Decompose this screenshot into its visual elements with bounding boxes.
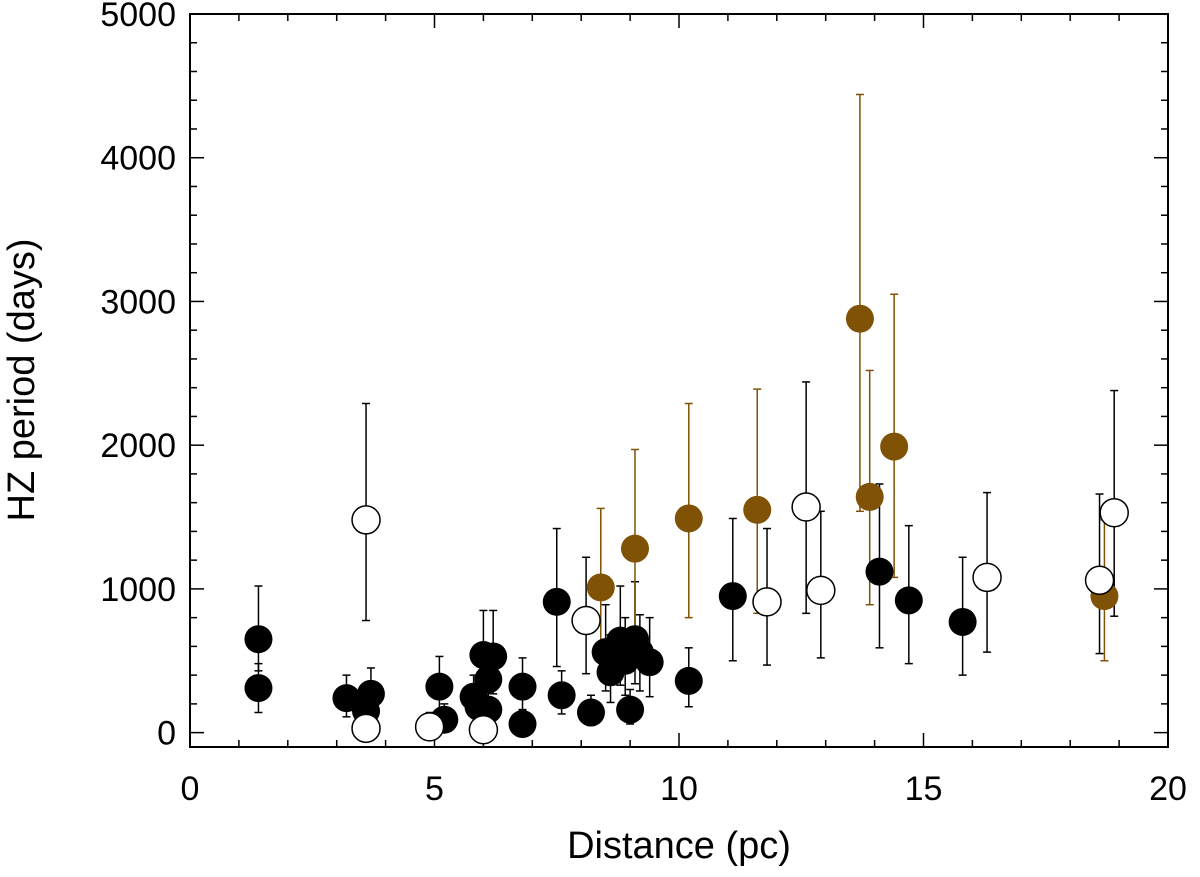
open-circle-point xyxy=(351,713,381,744)
black-point xyxy=(356,679,385,708)
black-point xyxy=(576,698,605,727)
open-circle-point xyxy=(752,587,782,617)
open-circle-point xyxy=(791,492,821,522)
y-tick-label: 4000 xyxy=(100,140,176,178)
brown-point xyxy=(586,573,615,602)
y-tick-labels: 0 1000 2000 3000 4000 5000 xyxy=(100,0,176,753)
black-point xyxy=(425,672,454,701)
y-tick-label: 3000 xyxy=(100,283,176,321)
black-point xyxy=(894,586,923,615)
black-point xyxy=(718,582,747,611)
brown-point xyxy=(845,304,874,333)
black-point xyxy=(508,672,537,701)
black-point xyxy=(948,607,977,636)
y-tick-label: 1000 xyxy=(100,571,176,609)
black-point xyxy=(635,648,664,677)
y-tick-label: 2000 xyxy=(100,427,176,465)
open-circle-point xyxy=(806,575,836,606)
black-point xyxy=(674,666,703,695)
open-circle-point xyxy=(972,562,1002,593)
plot-frame xyxy=(189,13,1169,748)
y-axis-label: HZ period (days) xyxy=(1,239,43,522)
data-points xyxy=(244,304,1129,745)
black-point xyxy=(542,587,571,616)
brown-point xyxy=(855,482,884,511)
black-point xyxy=(547,681,576,710)
black-point xyxy=(479,642,508,671)
open-circle-point xyxy=(1084,565,1115,596)
open-circle-point xyxy=(1099,497,1129,528)
open-circle-point xyxy=(351,505,381,535)
x-tick-label: 15 xyxy=(905,770,943,808)
brown-point xyxy=(674,504,703,533)
x-tick-label: 5 xyxy=(425,770,444,808)
brown-point xyxy=(743,495,772,524)
y-tick-label: 5000 xyxy=(100,0,176,34)
x-tick-label: 0 xyxy=(181,770,200,808)
black-point xyxy=(474,665,503,694)
y-tick-label: 0 xyxy=(157,715,176,753)
brown-point xyxy=(620,534,649,563)
black-point xyxy=(244,674,273,703)
black-point xyxy=(244,625,273,654)
error-bars xyxy=(254,93,1119,737)
x-tick-labels: 0 5 10 15 20 xyxy=(181,770,1187,808)
open-circle-point xyxy=(468,715,499,745)
x-tick-label: 10 xyxy=(660,770,698,808)
x-tick-label: 20 xyxy=(1149,770,1187,808)
black-point xyxy=(865,557,894,586)
axis-ticks xyxy=(189,13,1169,747)
black-point xyxy=(508,710,537,739)
x-axis-label: Distance (pc) xyxy=(567,825,791,867)
black-point xyxy=(616,695,645,724)
brown-point xyxy=(880,432,909,461)
open-circle-point xyxy=(414,712,445,742)
open-circle-point xyxy=(571,605,601,636)
